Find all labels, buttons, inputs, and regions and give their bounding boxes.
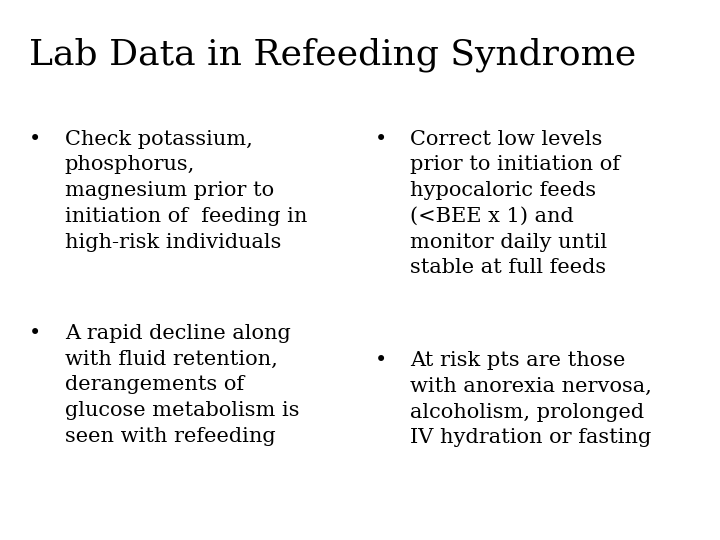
Text: A rapid decline along
with fluid retention,
derangements of
glucose metabolism i: A rapid decline along with fluid retenti… [65,324,300,446]
Text: •: • [29,130,41,148]
Text: •: • [29,324,41,343]
Text: •: • [374,130,387,148]
Text: •: • [374,351,387,370]
Text: At risk pts are those
with anorexia nervosa,
alcoholism, prolonged
IV hydration : At risk pts are those with anorexia nerv… [410,351,652,447]
Text: Lab Data in Refeeding Syndrome: Lab Data in Refeeding Syndrome [29,38,636,72]
Text: Check potassium,
phosphorus,
magnesium prior to
initiation of  feeding in
high-r: Check potassium, phosphorus, magnesium p… [65,130,307,252]
Text: Correct low levels
prior to initiation of
hypocaloric feeds
(<BEE x 1) and
monit: Correct low levels prior to initiation o… [410,130,621,278]
